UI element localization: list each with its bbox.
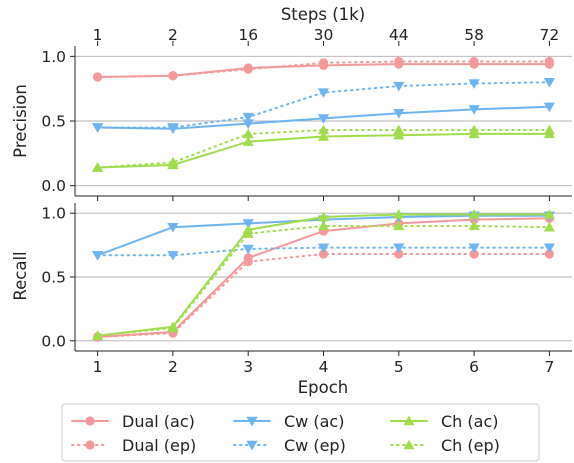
recall-point-cw_ep [91,251,104,261]
precision-point-cw_ep [91,123,104,133]
recall-point-cw_ac [167,223,179,233]
precision-point-dual_ep [394,56,404,67]
top-axis-tick-label: 2 [168,26,178,44]
recall-point-cw_ep [167,251,179,261]
top-axis-tick-label: 44 [389,26,409,44]
precision-point-ch_ep [91,162,104,172]
x-tick-label: 7 [544,358,554,376]
legend-marker-dual_ep [85,440,95,450]
recall-point-dual_ep [243,257,253,267]
recall-point-dual_ep [318,249,329,259]
precision-point-ch_ep [167,157,179,167]
precision-point-dual_ep [469,56,479,67]
precision-point-ch_ac [393,129,405,140]
recall-point-ch_ep [393,220,405,231]
x-axis-title: Epoch [298,378,349,397]
precision-point-cw_ep [317,88,330,98]
precision-point-cw_ac [242,119,254,129]
recall-point-cw_ep [317,243,330,253]
recall-y-tick-label: 0.0 [41,332,66,350]
recall-point-cw_ep [242,244,254,255]
recall-point-ch_ep [167,322,179,333]
x-tick-label: 3 [243,358,253,376]
legend: Dual (ac) Cw (ac) Ch (ac) Dual (ep) Cw (ep) C… [61,403,540,462]
recall-line-dual_ac [96,217,551,338]
legend-label-dual_ac: Dual (ac) [122,412,195,431]
precision-point-dual_ep [92,72,103,82]
precision-y-tick-label: 0.0 [41,177,66,195]
legend-label-ch_ep: Ch (ep) [441,436,500,455]
recall-point-cw_ep [393,243,405,253]
recall-point-ch_ep [468,220,480,231]
legend-marker-ch_ep [403,439,415,450]
recall-point-ch_ep [543,221,556,232]
precision-point-ch_ep [242,128,254,139]
recall-point-cw_ac [242,219,254,229]
top-axis-title: Steps (1k) [281,5,365,24]
precision-point-dual_ep [318,58,329,68]
precision-point-ch_ac [317,131,330,141]
recall-y-tick-label: 0.5 [41,269,66,287]
precision-point-dual_ep [544,56,555,67]
recall-point-cw_ep [543,243,556,253]
recall-line-dual_ep [96,253,551,338]
x-tick-label: 6 [469,358,479,376]
precision-point-cw_ep [468,79,480,89]
tick-labels: 0.0 0.5 1.0 0.0 0.5 1.0 1 2 16 30 44 58 72 1 2 3 4 5 6 7 [41,26,559,376]
precision-y-tick-label: 0.5 [41,113,66,131]
recall-point-ch_ac [543,209,556,219]
precision-point-cw_ep [242,112,254,123]
precision-point-cw_ac [393,109,405,119]
legend-frame [61,403,540,462]
precision-y-tick-label: 1.0 [41,48,66,66]
precision-point-ch_ep [468,124,480,135]
legend-marker-ch_ac [403,415,415,426]
legend-marker-dual_ac [85,416,95,426]
recall-axis-title: Recall [11,251,30,300]
recall-line-ch_ep [96,224,551,337]
x-tick-label: 5 [394,358,404,376]
axes [70,41,572,356]
top-axis-tick-label: 72 [540,26,560,44]
legend-marker-cw_ac [246,416,258,427]
top-axis-tick-label: 16 [238,26,258,44]
precision-point-ch_ac [242,136,254,146]
precision-point-dual_ep [168,71,178,81]
precision-point-cw_ac [468,105,480,115]
recall-y-tick-label: 1.0 [41,205,66,223]
precision-point-cw_ac [317,114,330,124]
precision-point-cw_ep [167,123,179,133]
series-layer [91,56,556,342]
recall-point-ch_ac [317,211,330,222]
recall-point-dual_ep [394,249,404,259]
recall-point-ch_ep [242,228,254,238]
precision-point-cw_ep [393,81,405,92]
legend-marker-cw_ep [246,440,258,451]
precision-point-ch_ep [393,124,405,135]
precision-point-cw_ac [543,102,556,113]
legend-label-dual_ep: Dual (ep) [122,436,196,455]
recall-point-ch_ep [91,330,104,340]
recall-point-ch_ac [468,209,480,219]
precision-point-dual_ep [243,64,253,74]
recall-point-dual_ep [544,249,555,259]
legend-label-ch_ac: Ch (ac) [441,412,498,431]
top-axis-tick-label: 1 [93,26,103,44]
top-axis-tick-label: 58 [464,26,484,44]
recall-point-ch_ep [317,220,330,231]
top-axis-tick-label: 30 [314,26,334,44]
x-tick-label: 2 [168,358,178,376]
x-tick-label: 1 [93,358,103,376]
precision-point-cw_ep [543,78,556,88]
precision-axis-title: Precision [11,84,30,158]
legend-label-cw_ac: Cw (ac) [284,412,344,431]
x-tick-label: 4 [319,358,329,376]
precision-point-ch_ep [543,124,556,135]
recall-point-dual_ep [469,249,479,259]
recall-point-ch_ac [393,209,405,219]
legend-label-cw_ep: Cw (ep) [284,436,346,455]
recall-point-cw_ep [468,243,480,253]
precision-point-ch_ep [317,124,330,135]
